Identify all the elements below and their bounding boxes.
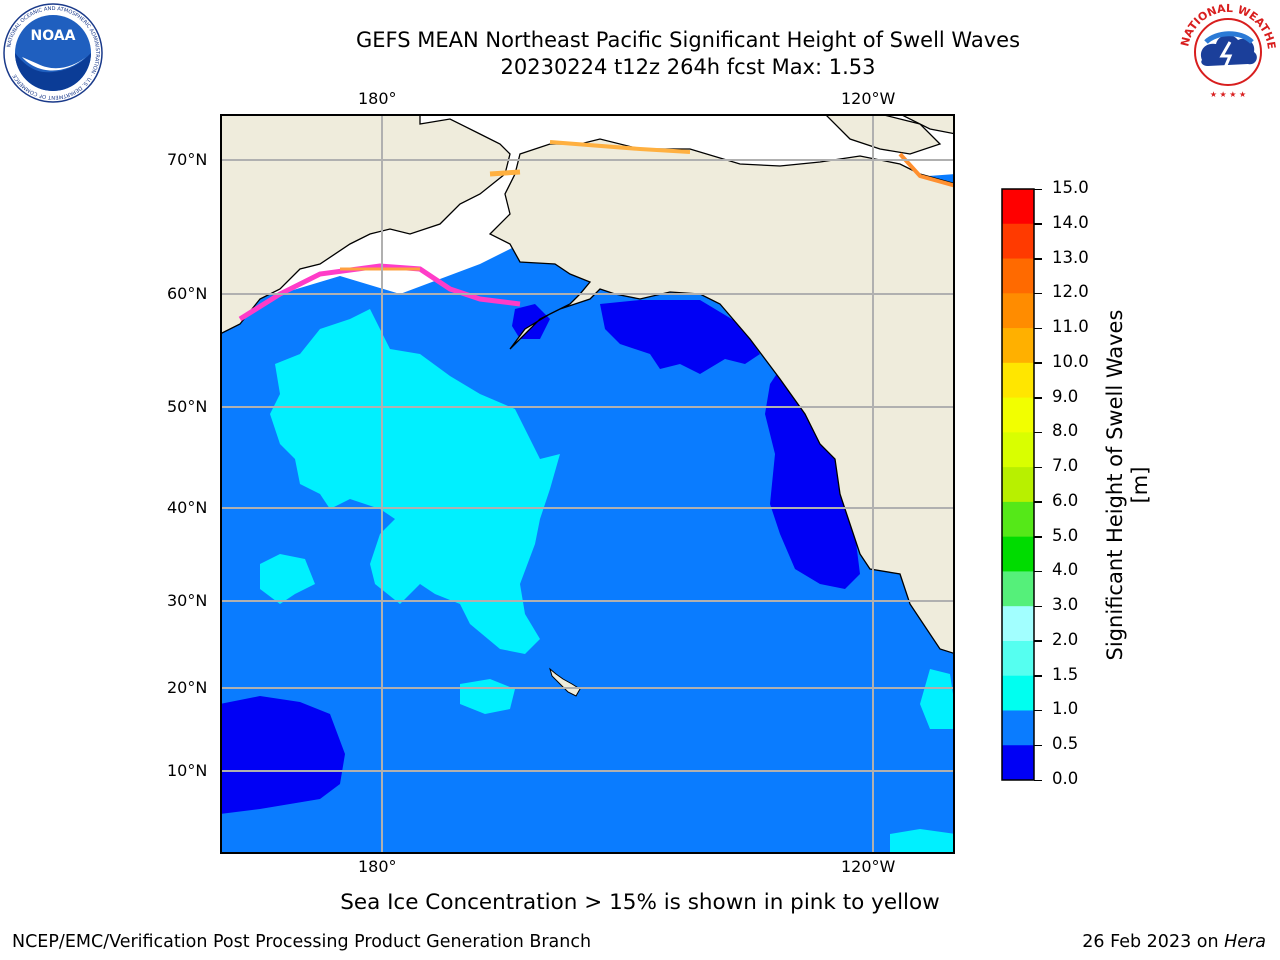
colorbar-tick-mark (1034, 188, 1042, 190)
colorbar-tick-mark (1034, 223, 1042, 225)
colorbar-segment (1002, 640, 1034, 677)
low-swell-region-southwest (221, 696, 345, 814)
colorbar-segment (1002, 223, 1034, 260)
nws-logo: NATIONAL WEATHER SERVICE ★ ★ ★ ★ (1176, 2, 1278, 99)
colorbar-tick-mark (1034, 501, 1042, 503)
swell-region-cyan-southeast (890, 829, 954, 853)
colorbar-segment (1002, 397, 1034, 433)
colorbar-tick-mark (1034, 466, 1042, 469)
colorbar-tick-mark (1034, 292, 1042, 295)
colorbar-tick-mark (1034, 709, 1042, 712)
footer-credit: NCEP/EMC/Verification Post Processing Pr… (12, 932, 592, 952)
colorbar-label: Significant Height of Swell Waves [m] (1103, 309, 1152, 661)
colorbar-tick-label: 3.0 (1052, 595, 1079, 615)
colorbar-tick-mark (1034, 327, 1042, 330)
colorbar-tick-label: 9.0 (1052, 386, 1079, 406)
colorbar-segment (1002, 362, 1034, 399)
colorbar-tick-mark (1034, 431, 1042, 434)
colorbar-tick-mark (1034, 779, 1042, 781)
colorbar-tick-label: 7.0 (1052, 456, 1079, 476)
colorbar (1001, 188, 1035, 781)
colorbar-segment (1002, 258, 1034, 294)
lat-label-60n: 60°N (167, 284, 208, 303)
footer-date-text: 26 Feb 2023 on (1082, 932, 1225, 952)
colorbar-tick-mark (1034, 536, 1042, 538)
colorbar-tick-mark (1034, 675, 1042, 677)
swell-region-cyan-east (920, 669, 954, 729)
lat-label-30n: 30°N (167, 591, 208, 610)
lat-label-70n: 70°N (167, 150, 208, 169)
colorbar-tick-label: 8.0 (1052, 421, 1079, 441)
colorbar-segment (1002, 571, 1034, 607)
swell-region-cyan-main (270, 309, 560, 654)
colorbar-segment (1002, 293, 1034, 329)
colorbar-segment (1002, 675, 1034, 711)
low-swell-region-gulf-of-alaska (600, 300, 760, 374)
colorbar-segment (1002, 606, 1034, 642)
bottom-lon-label-120w: 120°W (841, 857, 896, 876)
sea-ice-edge-arctic-east (898, 152, 954, 188)
colorbar-segment (1002, 501, 1034, 538)
lat-label-50n: 50°N (167, 397, 208, 416)
colorbar-tick-label: 1.0 (1052, 699, 1079, 719)
colorbar-tick-label: 2.0 (1052, 629, 1079, 649)
top-lon-label-120w: 120°W (841, 89, 896, 108)
colorbar-tick-label: 4.0 (1052, 560, 1079, 580)
low-swell-region-california (765, 354, 860, 589)
colorbar-tick-mark (1034, 258, 1042, 260)
colorbar-segment (1002, 710, 1034, 746)
lat-label-20n: 20°N (167, 678, 208, 697)
colorbar-segment (1002, 536, 1034, 572)
sea-ice-edge-beaufort (549, 140, 691, 154)
chart-title: GEFS MEAN Northeast Pacific Significant … (355, 28, 1021, 52)
colorbar-tick-mark (1034, 362, 1042, 364)
colorbar-tick-label: 0.5 (1052, 734, 1079, 754)
colorbar-tick-label: 10.0 (1052, 351, 1089, 371)
colorbar-tick-label: 14.0 (1052, 212, 1089, 232)
colorbar-tick-mark (1034, 640, 1042, 642)
colorbar-tick-label: 1.5 (1052, 664, 1079, 684)
footer-date: 26 Feb 2023 on Hera (1082, 932, 1266, 952)
noaa-logo: NOAA NATIONAL OCEANIC AND ATMOSPHERIC AD… (3, 3, 103, 103)
colorbar-tick-label: 0.0 (1052, 769, 1079, 788)
colorbar-tick-label: 12.0 (1052, 282, 1089, 302)
top-lon-label-180: 180° (358, 89, 397, 108)
colorbar-segment (1002, 745, 1034, 781)
noaa-logo-text: NOAA (31, 28, 76, 44)
colorbar-tick-label: 13.0 (1052, 247, 1089, 267)
colorbar-tick-label: 5.0 (1052, 525, 1079, 545)
colorbar-segment (1002, 189, 1034, 225)
map-frame (220, 114, 955, 854)
colorbar-tick-label: 15.0 (1052, 178, 1089, 197)
swell-region-cyan-west (260, 554, 315, 604)
colorbar-segment (1002, 467, 1034, 503)
svg-text:★ ★ ★ ★: ★ ★ ★ ★ (1210, 90, 1246, 99)
colorbar-segment (1002, 328, 1034, 364)
land-north-america (488, 138, 954, 655)
colorbar-tick-label: 11.0 (1052, 317, 1089, 337)
colorbar-tick-mark (1034, 605, 1042, 608)
colorbar-segment (1002, 432, 1034, 468)
lat-label-10n: 10°N (167, 761, 208, 780)
land-arctic-islands-east (900, 115, 954, 135)
colorbar-tick-mark (1034, 397, 1042, 399)
sea-ice-note: Sea Ice Concentration > 15% is shown in … (340, 890, 940, 915)
footer-host: Hera (1224, 932, 1266, 952)
colorbar-tick-mark (1034, 744, 1042, 747)
graticule (221, 115, 954, 853)
land-hawaii (549, 667, 581, 697)
colorbar-tick-mark (1034, 570, 1042, 573)
chart-subtitle: 20230224 t12z 264h fcst Max: 1.53 (500, 55, 876, 79)
map-plot (220, 114, 955, 854)
low-swell-region-bristol (512, 304, 550, 339)
lat-label-40n: 40°N (167, 498, 208, 517)
colorbar-tick-label: 6.0 (1052, 490, 1079, 510)
bottom-lon-label-180: 180° (358, 857, 397, 876)
